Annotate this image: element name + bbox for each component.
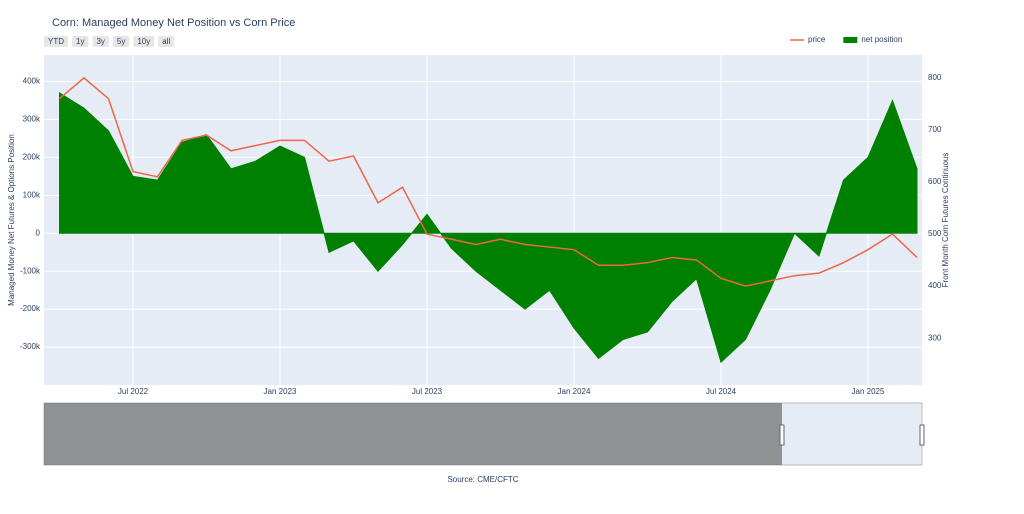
y-tick-label: -300k	[20, 342, 41, 351]
chart-title: Corn: Managed Money Net Position vs Corn…	[52, 17, 295, 29]
range-handle[interactable]	[779, 424, 785, 446]
range-button-bg	[133, 36, 155, 47]
y-tick-label: 300k	[23, 115, 41, 124]
legend-swatch	[843, 37, 858, 43]
y2-tick-label: 700	[928, 125, 942, 134]
range-button-label: 3y	[96, 37, 104, 46]
legend-item[interactable]: net position	[843, 35, 902, 44]
y-axis-title: Managed Money Net Futures & Options Posi…	[7, 134, 16, 306]
range-handle[interactable]	[919, 424, 925, 446]
legend-item[interactable]: price	[790, 35, 826, 44]
x-tick-label: Jul 2022	[118, 387, 149, 396]
source-note: Source: CME/CFTC	[447, 475, 518, 484]
range-button-bg	[158, 36, 175, 47]
range-button[interactable]: 1y	[72, 36, 89, 47]
range-button-label: 5y	[117, 37, 125, 46]
y-tick-label: 200k	[23, 153, 41, 162]
y2-tick-label: 600	[928, 177, 942, 186]
y2-tick-label: 800	[928, 73, 942, 82]
x-tick-label: Jul 2024	[706, 387, 737, 396]
net-position-area	[59, 92, 918, 364]
x-tick-label: Jul 2023	[412, 387, 443, 396]
legend-label: net position	[861, 35, 902, 44]
range-button-bg	[112, 36, 130, 47]
x-tick-label: Jan 2023	[264, 387, 297, 396]
range-button[interactable]: 3y	[92, 36, 109, 47]
range-button[interactable]: 5y	[112, 36, 130, 47]
range-button[interactable]: all	[158, 36, 175, 47]
y2-axis-title: Front Month Corn Futures Continuous	[941, 153, 950, 288]
range-slider-mask	[44, 403, 782, 465]
legend-label: price	[808, 35, 826, 44]
y-tick-label: 400k	[23, 77, 41, 86]
y2-tick-label: 300	[928, 333, 942, 342]
range-button[interactable]: YTD	[44, 36, 68, 47]
range-button-label: 1y	[76, 37, 84, 46]
x-tick-label: Jan 2025	[852, 387, 885, 396]
x-tick-label: Jan 2024	[558, 387, 591, 396]
range-button[interactable]: 10y	[133, 36, 155, 47]
range-button-bg	[72, 36, 89, 47]
y-tick-label: 0	[36, 228, 41, 237]
price-line	[59, 76, 918, 287]
range-button-label: 10y	[137, 37, 150, 46]
range-button-bg	[92, 36, 109, 47]
range-button-bg	[44, 36, 68, 47]
y2-tick-label: 500	[928, 229, 942, 238]
y-tick-label: 100k	[23, 190, 41, 199]
range-button-label: YTD	[48, 37, 64, 46]
y-tick-label: -200k	[20, 304, 41, 313]
range-button-label: all	[162, 37, 170, 46]
y-tick-label: -100k	[20, 266, 41, 275]
y2-tick-label: 400	[928, 281, 942, 290]
